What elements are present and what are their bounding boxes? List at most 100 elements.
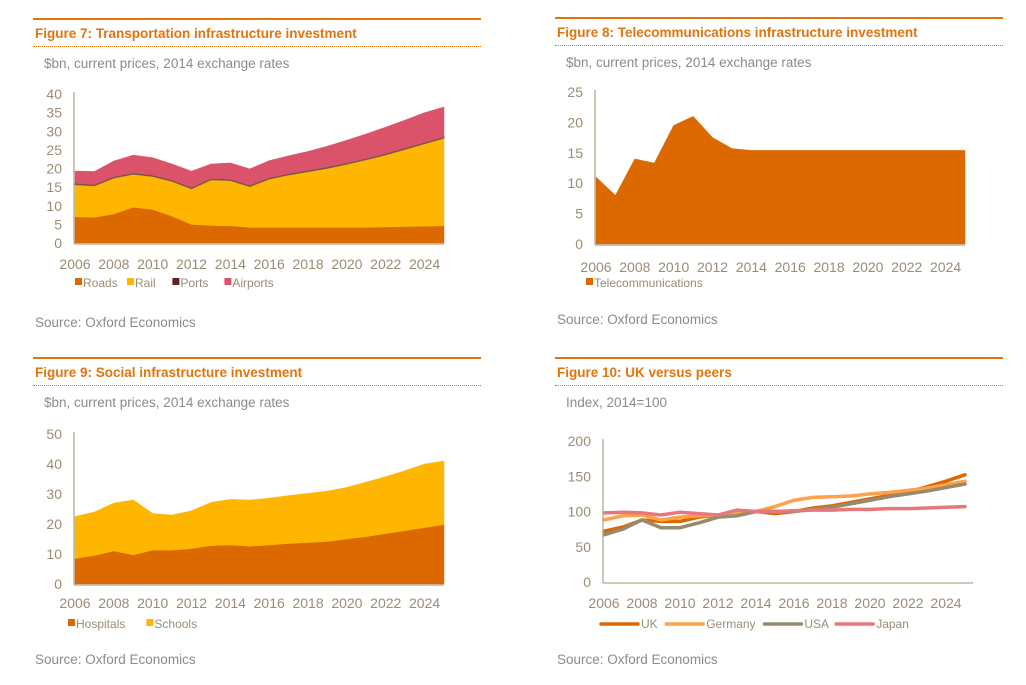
line-series-germany	[602, 479, 967, 522]
legend-label: Roads	[83, 276, 118, 290]
x-tick-label: 2018	[292, 256, 323, 272]
y-tick-label: 50	[46, 426, 62, 442]
figure-top-rule	[33, 18, 481, 20]
y-tick-label: 30	[46, 486, 62, 502]
x-tick-label: 2024	[930, 259, 961, 275]
figure-top-rule	[555, 17, 1003, 19]
x-tick-label: 2008	[619, 259, 650, 275]
x-tick-label: 2022	[892, 595, 923, 611]
plot-area	[74, 460, 445, 585]
y-tick-label: 10	[46, 198, 62, 214]
y-tick-label: 10	[567, 175, 583, 191]
legend-item-hospitals: Hospitals	[68, 617, 125, 631]
y-tick-label: 200	[568, 433, 592, 449]
x-tick-label: 2020	[852, 259, 883, 275]
y-tick-label: 40	[46, 456, 62, 472]
y-tick-label: 20	[567, 114, 583, 130]
y-tick-label: 15	[567, 145, 583, 161]
x-tick-label: 2014	[740, 595, 771, 611]
x-tick-label: 2024	[409, 595, 440, 611]
y-tick-label: 25	[46, 142, 62, 158]
x-tick-label: 2016	[254, 256, 285, 272]
figure-subtitle: $bn, current prices, 2014 exchange rates	[44, 395, 290, 410]
x-tick-label: 2020	[854, 595, 885, 611]
y-tick-label: 35	[46, 105, 62, 121]
y-tick-label: 20	[46, 516, 62, 532]
figure-title: Figure 10: UK versus peers	[557, 365, 732, 380]
x-tick-label: 2010	[664, 595, 695, 611]
x-tick-label: 2010	[658, 259, 689, 275]
legend-item-schools: Schools	[146, 617, 197, 631]
y-tick-label: 0	[583, 574, 591, 590]
legend-item-airports: Airports	[224, 276, 274, 290]
x-tick-label: 2018	[816, 595, 847, 611]
y-tick-label: 20	[46, 161, 62, 177]
y-tick-label: 30	[46, 123, 62, 139]
figure-title: Figure 8: Telecommunications infrastruct…	[557, 25, 918, 40]
legend-label: Rail	[135, 276, 156, 290]
area-series-schools	[74, 460, 445, 559]
y-tick-label: 25	[567, 84, 583, 100]
x-tick-label: 2016	[775, 259, 806, 275]
legend-label: Japan	[876, 617, 909, 631]
legend-swatch	[127, 278, 134, 285]
figure-subtitle: $bn, current prices, 2014 exchange rates	[44, 56, 290, 71]
y-tick-label: 15	[46, 179, 62, 195]
legend-item-ports: Ports	[172, 276, 208, 290]
x-tick-label: 2022	[370, 595, 401, 611]
plot-area	[74, 106, 445, 244]
figure-top-rule	[33, 357, 481, 359]
legend-swatch	[75, 278, 82, 285]
y-tick-label: 5	[54, 216, 62, 232]
x-tick-label: 2014	[736, 259, 767, 275]
y-tick-label: 0	[54, 235, 62, 251]
x-tick-label: 2006	[588, 595, 619, 611]
legend-label: Hospitals	[76, 617, 125, 631]
x-tick-label: 2012	[176, 256, 207, 272]
plot-area	[595, 115, 966, 245]
y-tick-label: 50	[575, 539, 591, 555]
x-tick-label: 2016	[254, 595, 285, 611]
figure-dotted-rule	[555, 45, 1003, 46]
figure-subtitle: $bn, current prices, 2014 exchange rates	[566, 55, 812, 70]
legend-swatch	[146, 619, 154, 626]
legend-label: Telecommunications	[594, 276, 703, 290]
legend-item-japan: Japan	[834, 617, 909, 631]
x-tick-label: 2020	[331, 595, 362, 611]
plot-area	[602, 473, 967, 537]
x-tick-label: 2010	[137, 595, 168, 611]
x-tick-label: 2016	[778, 595, 809, 611]
figure-source: Source: Oxford Economics	[557, 652, 718, 667]
figure-7-panel: Figure 7: Transportation infrastructure …	[33, 18, 481, 338]
figure-10-panel: Figure 10: UK versus peers Index, 2014=1…	[555, 357, 1003, 677]
x-tick-label: 2012	[697, 259, 728, 275]
legend-label: Schools	[154, 617, 197, 631]
legend-swatch	[224, 278, 232, 285]
area-series-airports	[74, 106, 445, 188]
legend-item-rail: Rail	[127, 276, 156, 290]
figure-top-rule	[555, 357, 1003, 359]
line-series-japan	[602, 504, 967, 517]
figure-dotted-rule	[555, 385, 1003, 386]
y-tick-label: 5	[575, 206, 583, 222]
x-tick-label: 2020	[331, 256, 362, 272]
x-tick-label: 2008	[626, 595, 657, 611]
figure-subtitle: Index, 2014=100	[566, 395, 667, 410]
x-tick-label: 2006	[59, 256, 90, 272]
x-tick-label: 2022	[370, 256, 401, 272]
area-series-telecommunications	[595, 115, 966, 245]
y-tick-label: 0	[54, 576, 62, 592]
figure-9-panel: Figure 9: Social infrastructure investme…	[33, 357, 481, 677]
legend-item-telecommunications: Telecommunications	[586, 276, 703, 290]
y-tick-label: 10	[46, 546, 62, 562]
figure-source: Source: Oxford Economics	[35, 652, 196, 667]
legend-item-uk: UK	[599, 617, 658, 631]
legend-swatch	[586, 278, 593, 285]
figure-title: Figure 9: Social infrastructure investme…	[35, 365, 303, 380]
legend-label: USA	[804, 617, 829, 631]
x-tick-label: 2006	[580, 259, 611, 275]
